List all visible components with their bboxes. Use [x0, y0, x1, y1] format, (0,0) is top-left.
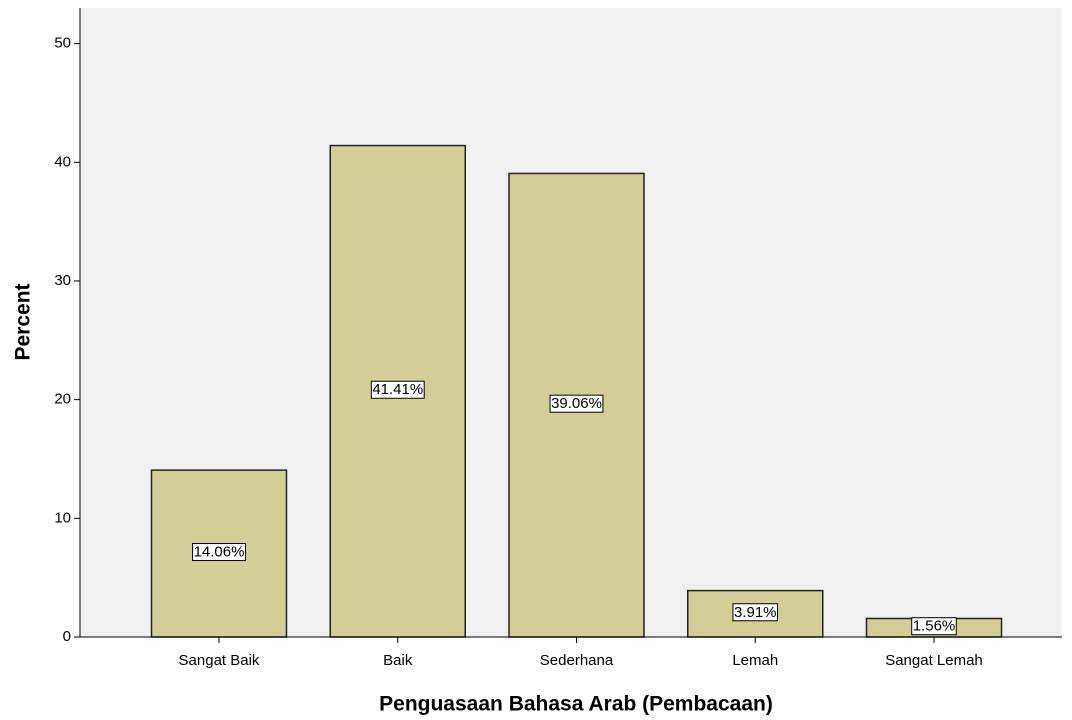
value-label: 3.91%	[734, 604, 777, 621]
x-tick-label: Sangat Lemah	[885, 652, 983, 669]
x-tick-label: Baik	[383, 652, 413, 669]
value-label: 14.06%	[194, 544, 245, 561]
value-label-box	[732, 603, 779, 622]
y-axis-title: Percent	[12, 283, 35, 360]
value-label: 39.06%	[551, 395, 602, 412]
x-tick-label: Sangat Baik	[179, 652, 260, 669]
x-tick-label: Lemah	[732, 652, 778, 669]
y-tick-label: 30	[54, 272, 71, 289]
y-tick-label: 10	[54, 509, 71, 526]
value-label-box	[549, 394, 604, 413]
value-label-box	[192, 543, 246, 562]
value-label-box	[911, 617, 957, 636]
y-tick-label: 20	[54, 391, 71, 408]
value-label: 41.41%	[372, 381, 423, 398]
bar	[150, 469, 288, 638]
value-label: 1.56%	[913, 618, 956, 635]
y-tick-label: 40	[54, 153, 71, 170]
x-tick-label: Sederhana	[540, 652, 614, 669]
y-tick-label: 50	[54, 35, 71, 52]
value-label-box	[370, 380, 425, 399]
x-axis-title: Penguasaan Bahasa Arab (Pembacaan)	[379, 693, 773, 716]
y-tick-label: 0	[63, 628, 71, 645]
